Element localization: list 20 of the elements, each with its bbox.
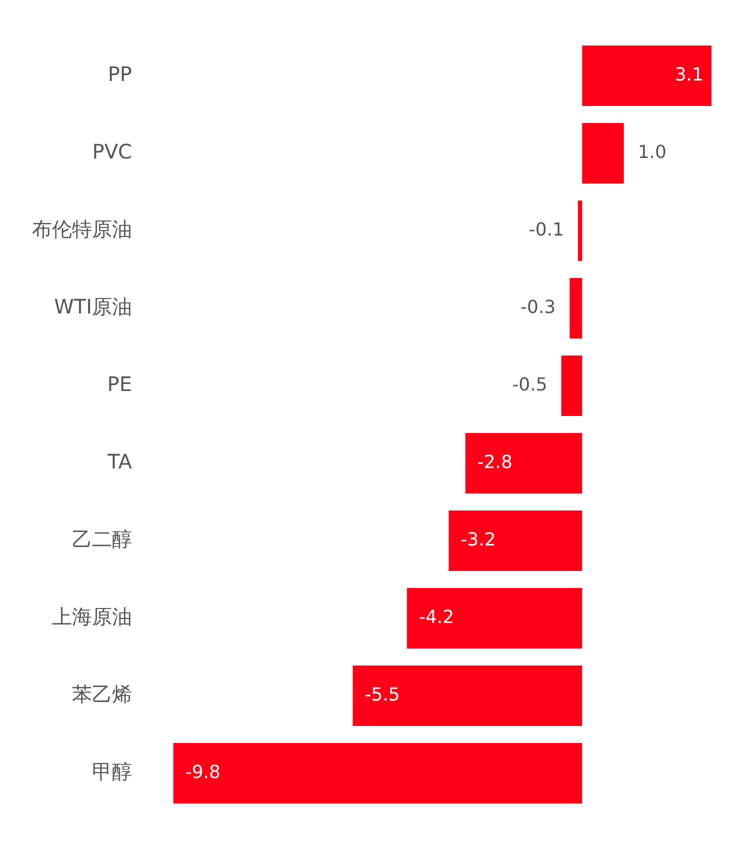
data-label: -9.8 bbox=[185, 762, 220, 783]
y-tick-label: TA bbox=[106, 449, 132, 474]
y-tick-label: PP bbox=[108, 62, 132, 86]
y-tick-label: WTI原油 bbox=[54, 294, 132, 318]
y-tick-label: 上海原油 bbox=[52, 604, 132, 628]
data-label: -4.2 bbox=[418, 606, 454, 628]
data-label: -0.3 bbox=[520, 296, 556, 318]
y-tick-label: 乙二醇 bbox=[72, 526, 132, 551]
data-label: 1.0 bbox=[638, 142, 666, 163]
data-label: -0.5 bbox=[512, 374, 548, 396]
data-label: -5.5 bbox=[364, 684, 400, 706]
y-tick-label: PE bbox=[107, 372, 132, 396]
y-tick-label: 布伦特原油 bbox=[32, 216, 132, 241]
y-tick-label: PVC bbox=[92, 139, 132, 164]
y-tick-label: 苯乙烯 bbox=[72, 682, 132, 706]
data-label: -2.8 bbox=[477, 452, 512, 473]
data-label: 3.1 bbox=[674, 64, 704, 86]
data-label: -3.2 bbox=[460, 529, 496, 550]
data-label: -0.1 bbox=[528, 219, 564, 240]
y-tick-label: 甲醇 bbox=[92, 759, 132, 784]
